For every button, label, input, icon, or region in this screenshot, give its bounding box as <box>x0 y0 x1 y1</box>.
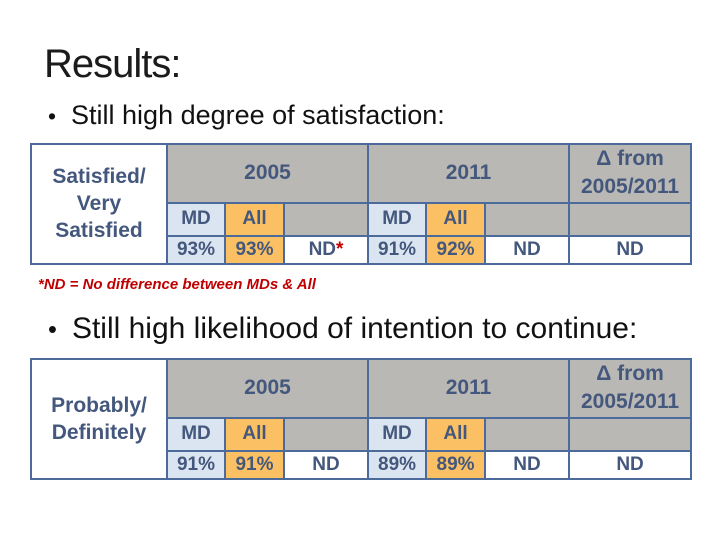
row-label-line: Satisfied <box>55 219 143 243</box>
intention-table: Probably/ Definitely 2005 2011 Δ from 20… <box>30 358 693 480</box>
satisfaction-table: Satisfied/ Very Satisfied 2005 2011 Δ fr… <box>30 143 693 265</box>
delta-header-line: 2005/2011 <box>580 390 680 414</box>
nd-star-marker: * <box>336 238 344 260</box>
row-label-line: Satisfied/ <box>52 164 146 188</box>
value-2005-nd: ND <box>282 449 370 480</box>
value-2005-md: 93% <box>166 234 226 265</box>
all-subheader: All <box>425 201 487 237</box>
bullet-satisfaction: • Still high degree of satisfaction: <box>48 100 445 131</box>
bullet-satisfaction-text: Still high degree of satisfaction: <box>71 100 445 130</box>
empty-cell <box>484 416 571 452</box>
empty-cell <box>484 201 571 237</box>
empty-cell <box>282 416 370 452</box>
year-2011-header: 2011 <box>367 143 571 204</box>
delta-header-line: 2005/2011 <box>580 175 680 199</box>
value-2011-nd: ND <box>484 449 571 480</box>
value-2011-all: 92% <box>425 234 487 265</box>
value-2011-all: 89% <box>425 449 487 480</box>
row-label-satisfied: Satisfied/ Very Satisfied <box>30 143 168 265</box>
value-2011-nd: ND <box>484 234 571 265</box>
delta-header: Δ from 2005/2011 <box>568 143 693 204</box>
row-label-line: Very <box>76 192 122 216</box>
empty-cell <box>282 201 370 237</box>
row-label-line: Definitely <box>51 420 147 444</box>
nd-footnote: *ND = No difference between MDs & All <box>38 276 316 293</box>
value-2011-md: 91% <box>367 234 428 265</box>
row-label-probably: Probably/ Definitely <box>30 358 168 480</box>
value-delta: ND <box>568 234 693 265</box>
value-2005-nd: ND* <box>282 234 370 265</box>
empty-cell <box>568 416 693 452</box>
slide-title: Results: <box>44 42 181 86</box>
value-2011-md: 89% <box>367 449 428 480</box>
value-2005-all: 91% <box>224 449 285 480</box>
value-delta: ND <box>568 449 693 480</box>
delta-header: Δ from 2005/2011 <box>568 358 693 419</box>
md-subheader: MD <box>166 201 226 237</box>
bullet-continue: • Still high likelihood of intention to … <box>48 312 637 346</box>
md-subheader: MD <box>367 416 428 452</box>
delta-header-line: Δ from <box>596 362 664 385</box>
md-subheader: MD <box>166 416 226 452</box>
all-subheader: All <box>425 416 487 452</box>
bullet-continue-text: Still high likelihood of intention to co… <box>71 312 638 345</box>
year-2011-header: 2011 <box>367 358 571 419</box>
nd-text: ND <box>308 238 337 260</box>
bullet-icon: • <box>48 316 57 344</box>
bullet-icon: • <box>48 103 57 129</box>
value-2005-all: 93% <box>224 234 285 265</box>
year-2005-header: 2005 <box>165 358 370 419</box>
empty-cell <box>568 201 693 237</box>
value-2005-md: 91% <box>166 449 226 480</box>
year-2005-header: 2005 <box>165 143 370 204</box>
all-subheader: All <box>224 201 285 237</box>
delta-header-line: Δ from <box>596 147 664 170</box>
md-subheader: MD <box>367 201 428 237</box>
all-subheader: All <box>224 416 285 452</box>
row-label-line: Probably/ <box>51 393 147 417</box>
